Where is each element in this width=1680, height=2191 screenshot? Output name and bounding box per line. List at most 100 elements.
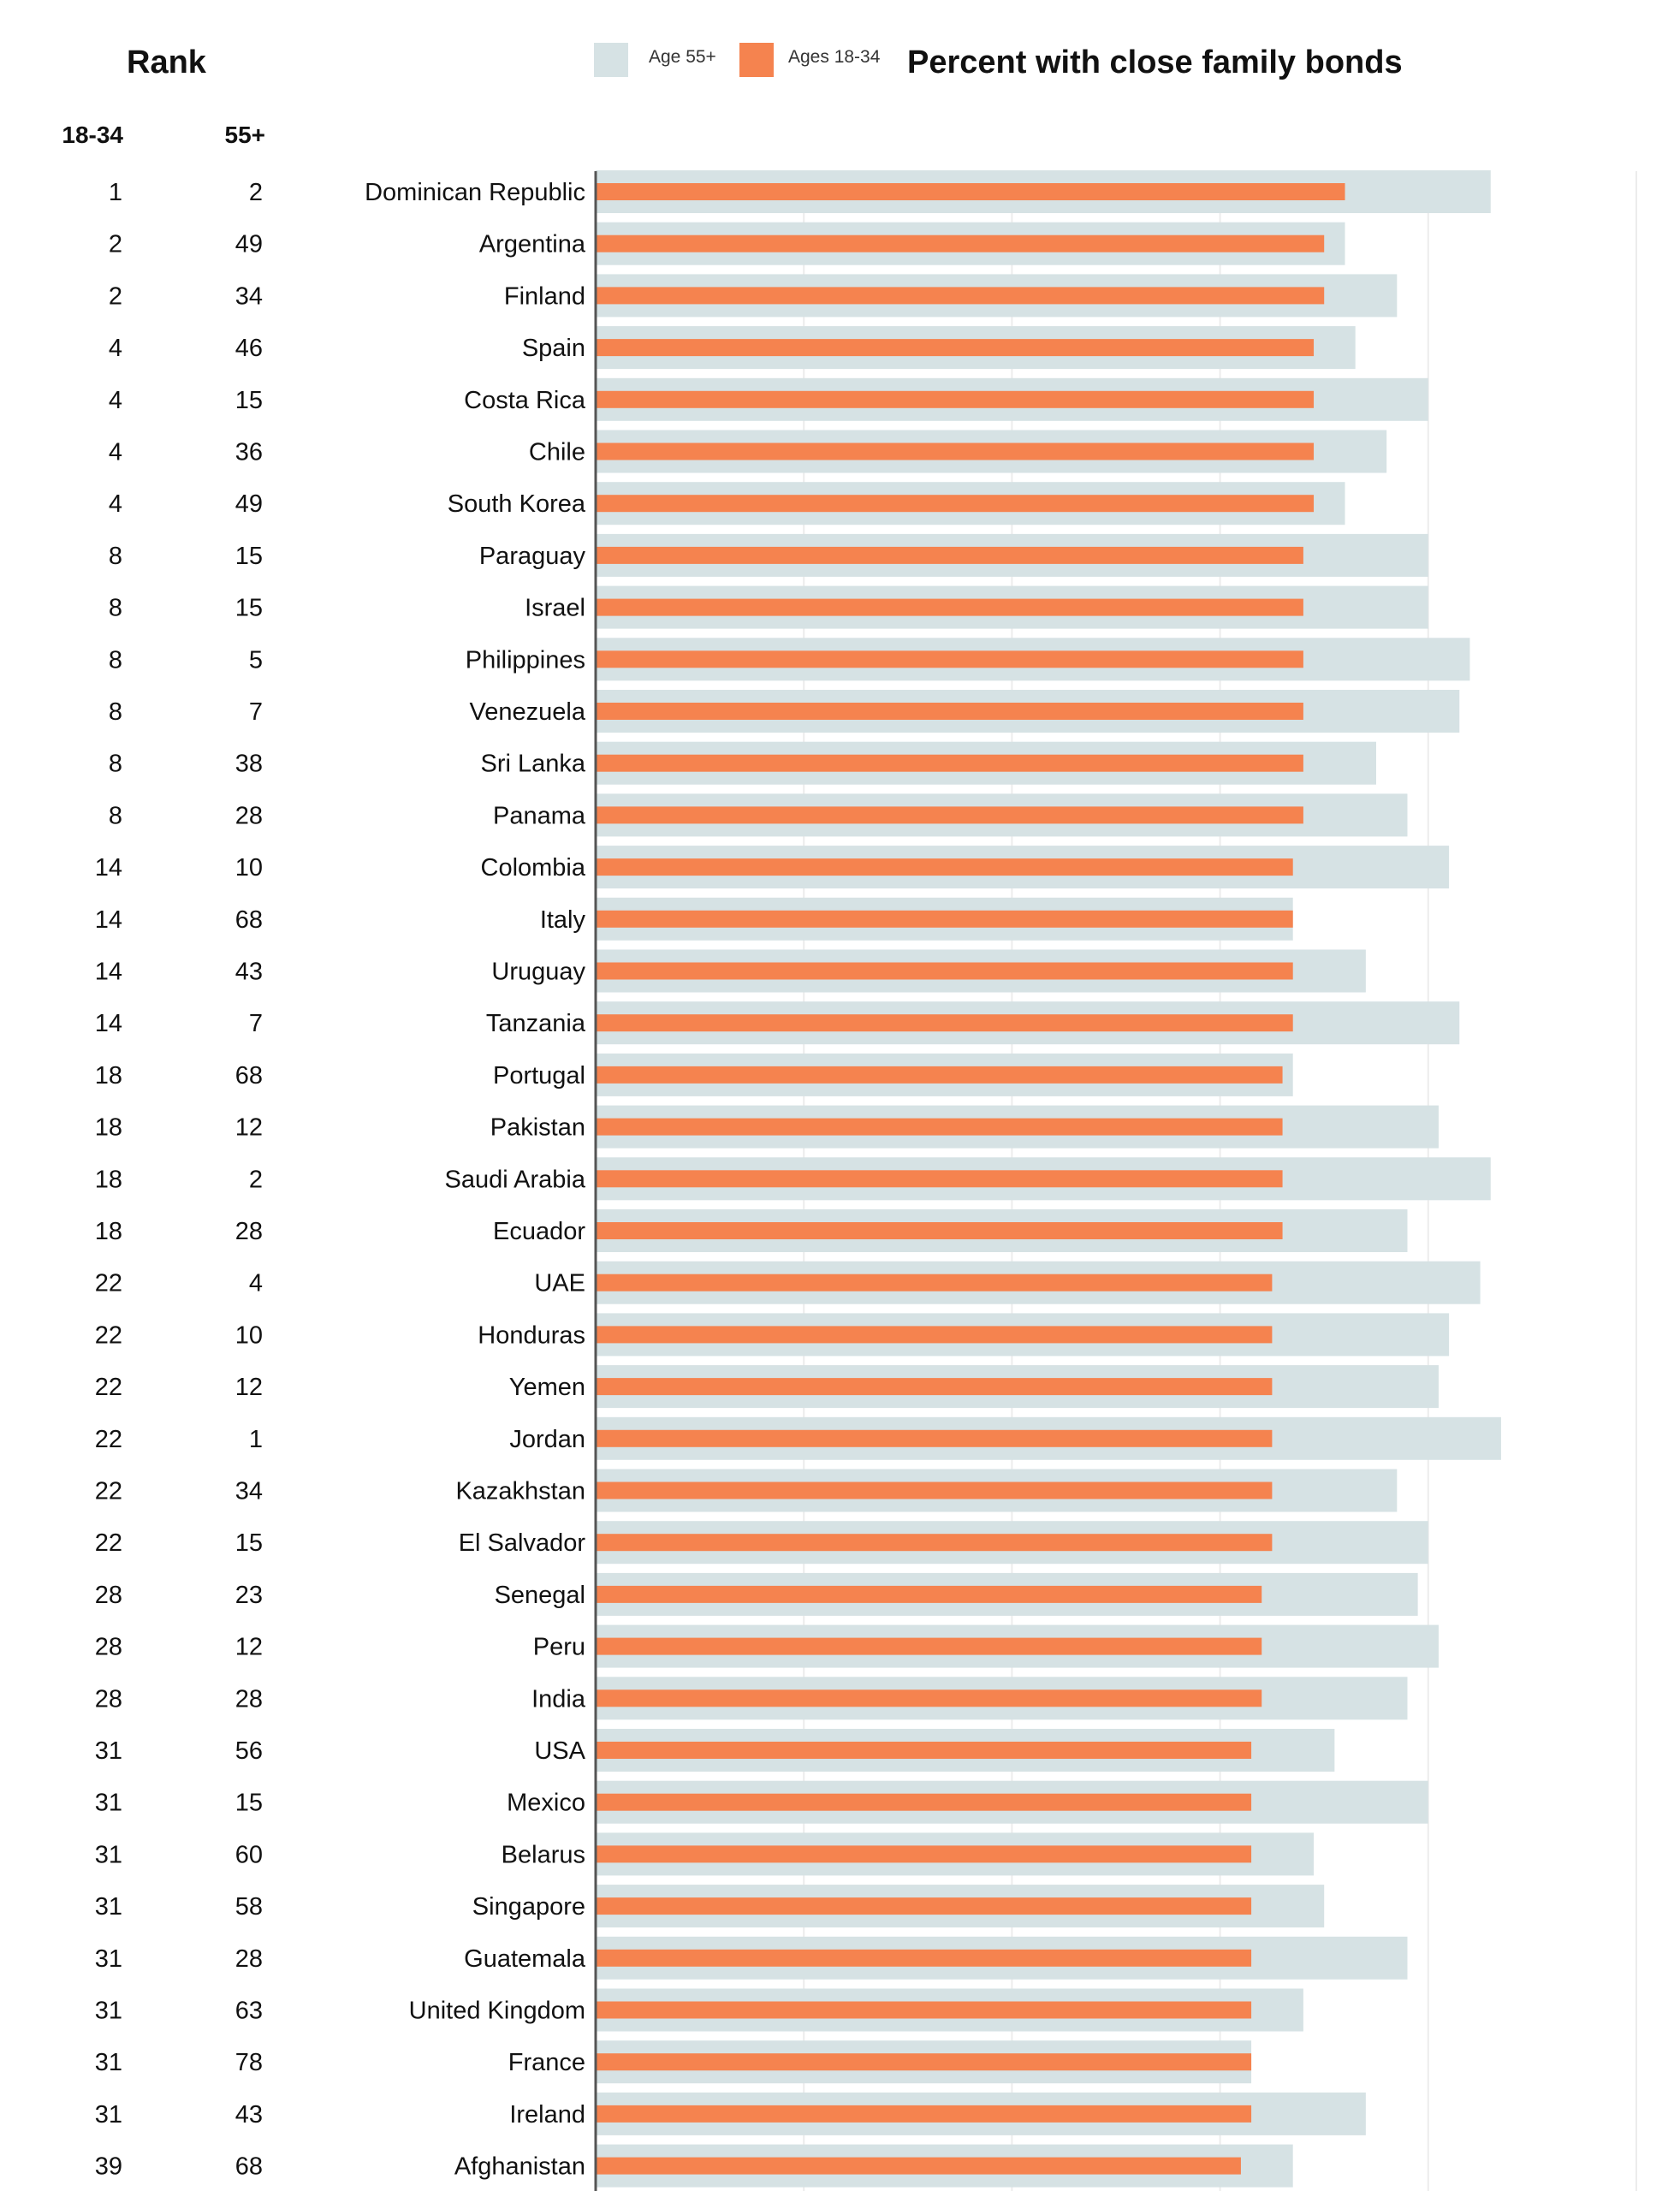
rank-55-plus: 46 — [235, 335, 263, 362]
bar-18-34-19 — [596, 1170, 1283, 1188]
rank-18-34: 31 — [95, 2101, 122, 2129]
country-label: France — [508, 2049, 585, 2076]
rank-55-plus: 28 — [235, 1685, 263, 1713]
rank-55-plus: 15 — [235, 1529, 263, 1557]
rank-column-header-55-plus: 55+ — [224, 122, 266, 148]
country-label: Colombia — [481, 854, 586, 882]
country-label: Saudi Arabia — [445, 1166, 586, 1193]
country-label: Italy — [540, 906, 586, 934]
rank-55-plus: 28 — [235, 1218, 263, 1245]
bar-18-34-7 — [596, 546, 1303, 564]
bar-18-34-10 — [596, 703, 1303, 720]
rank-55-plus: 15 — [235, 387, 263, 414]
rank-55-plus: 34 — [235, 1478, 263, 1505]
rank-18-34: 22 — [95, 1529, 122, 1557]
rank-18-34: 22 — [95, 1426, 122, 1453]
rank-55-plus: 10 — [235, 1321, 263, 1349]
bar-18-34-35 — [596, 2001, 1252, 2019]
bar-18-34-13 — [596, 858, 1293, 876]
rank-18-34: 22 — [95, 1270, 122, 1297]
rank-55-plus: 60 — [235, 1841, 263, 1868]
rank-18-34: 22 — [95, 1374, 122, 1401]
rank-18-34: 31 — [95, 1841, 122, 1868]
rank-18-34: 14 — [95, 906, 122, 934]
country-label: Dominican Republic — [365, 179, 585, 206]
rank-18-34: 31 — [95, 1790, 122, 1817]
rank-55-plus: 15 — [235, 543, 263, 570]
bar-18-34-20 — [596, 1222, 1283, 1239]
legend-label-age-55-plus: Age 55+ — [649, 47, 716, 67]
rank-55-plus: 7 — [249, 698, 263, 726]
rank-55-plus: 49 — [235, 231, 263, 258]
rank-55-plus: 56 — [235, 1737, 263, 1765]
rank-18-34: 28 — [95, 1582, 122, 1609]
rank-55-plus: 38 — [235, 751, 263, 778]
bar-18-34-30 — [596, 1742, 1252, 1759]
rank-18-34: 22 — [95, 1321, 122, 1349]
country-label: Peru — [533, 1634, 585, 1661]
rank-55-plus: 49 — [235, 490, 263, 518]
rank-18-34: 8 — [109, 802, 122, 829]
rank-column-header-18-34: 18-34 — [62, 122, 123, 148]
rank-18-34: 18 — [95, 1166, 122, 1193]
rank-55-plus: 34 — [235, 282, 263, 310]
rank-18-34: 39 — [95, 2153, 122, 2181]
rank-55-plus: 78 — [235, 2049, 263, 2076]
rank-18-34: 2 — [109, 282, 122, 310]
country-label: United Kingdom — [409, 1998, 585, 2025]
country-label: Ireland — [509, 2101, 585, 2129]
legend-swatch-age-55-plus — [594, 43, 628, 77]
rank-55-plus: 10 — [235, 854, 263, 882]
bar-18-34-26 — [596, 1534, 1273, 1552]
legend-swatch-ages-18-34 — [739, 43, 774, 77]
rank-18-34: 8 — [109, 595, 122, 622]
country-label: Portugal — [493, 1062, 585, 1090]
rank-55-plus: 15 — [235, 595, 263, 622]
rank-18-34: 1 — [109, 179, 122, 206]
country-label: Pakistan — [490, 1114, 585, 1142]
country-label: Argentina — [479, 231, 586, 258]
rank-55-plus: 12 — [235, 1374, 263, 1401]
bar-18-34-21 — [596, 1274, 1273, 1291]
bar-18-34-32 — [596, 1845, 1252, 1863]
country-label: Belarus — [502, 1841, 585, 1868]
rank-55-plus: 4 — [249, 1270, 263, 1297]
rank-55-plus: 15 — [235, 1790, 263, 1817]
rank-18-34: 4 — [109, 439, 122, 466]
country-label: USA — [534, 1737, 585, 1765]
bar-18-34-6 — [596, 495, 1315, 513]
legend-label-ages-18-34: Ages 18-34 — [788, 47, 881, 67]
country-label: Spain — [522, 335, 585, 362]
rank-55-plus: 12 — [235, 1634, 263, 1661]
rank-55-plus: 2 — [249, 1166, 263, 1193]
bar-18-34-14 — [596, 910, 1293, 928]
rank-55-plus: 12 — [235, 1114, 263, 1142]
rank-18-34: 31 — [95, 1893, 122, 1921]
country-label: Costa Rica — [464, 387, 586, 414]
country-label: Chile — [529, 439, 585, 466]
rank-18-34: 4 — [109, 335, 122, 362]
rank-18-34: 8 — [109, 543, 122, 570]
rank-18-34: 22 — [95, 1478, 122, 1505]
rank-55-plus: 28 — [235, 802, 263, 829]
bar-18-34-4 — [596, 390, 1315, 408]
rank-18-34: 31 — [95, 2049, 122, 2076]
rank-55-plus: 1 — [249, 1426, 263, 1453]
country-label: Honduras — [478, 1321, 585, 1349]
bar-18-34-8 — [596, 598, 1303, 616]
rank-18-34: 31 — [95, 1998, 122, 2025]
bar-18-34-15 — [596, 962, 1293, 980]
rank-18-34: 28 — [95, 1634, 122, 1661]
country-label: South Korea — [448, 490, 586, 518]
rank-18-34: 18 — [95, 1114, 122, 1142]
rank-18-34: 8 — [109, 751, 122, 778]
bar-18-34-1 — [596, 235, 1325, 252]
rank-55-plus: 58 — [235, 1893, 263, 1921]
bar-18-34-9 — [596, 650, 1303, 668]
country-label: Afghanistan — [454, 2153, 585, 2181]
bar-18-34-33 — [596, 1897, 1252, 1915]
rank-18-34: 18 — [95, 1218, 122, 1245]
rank-18-34: 31 — [95, 1945, 122, 1973]
rank-55-plus: 7 — [249, 1010, 263, 1037]
